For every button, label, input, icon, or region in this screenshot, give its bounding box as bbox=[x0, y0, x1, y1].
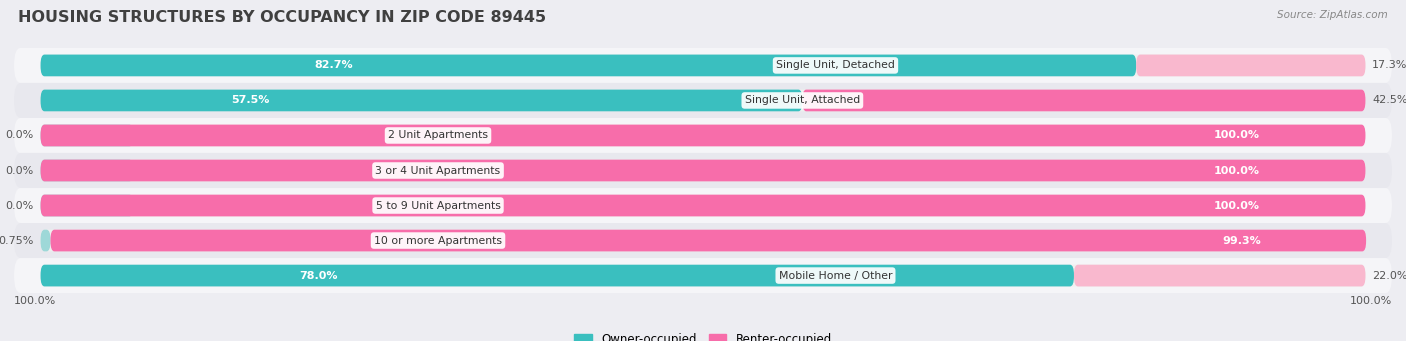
Text: 99.3%: 99.3% bbox=[1222, 236, 1261, 246]
FancyBboxPatch shape bbox=[14, 188, 1392, 223]
FancyBboxPatch shape bbox=[41, 195, 1365, 217]
FancyBboxPatch shape bbox=[14, 83, 1392, 118]
Text: 2 Unit Apartments: 2 Unit Apartments bbox=[388, 131, 488, 140]
FancyBboxPatch shape bbox=[41, 90, 1365, 111]
FancyBboxPatch shape bbox=[41, 90, 803, 111]
FancyBboxPatch shape bbox=[41, 230, 1365, 251]
Text: Source: ZipAtlas.com: Source: ZipAtlas.com bbox=[1277, 10, 1388, 20]
FancyBboxPatch shape bbox=[1074, 265, 1365, 286]
FancyBboxPatch shape bbox=[14, 118, 1392, 153]
Text: 100.0%: 100.0% bbox=[1213, 165, 1260, 176]
FancyBboxPatch shape bbox=[14, 258, 1392, 293]
FancyBboxPatch shape bbox=[41, 265, 1074, 286]
Text: 100.0%: 100.0% bbox=[1213, 201, 1260, 210]
FancyBboxPatch shape bbox=[41, 160, 134, 181]
Text: Single Unit, Attached: Single Unit, Attached bbox=[745, 95, 860, 105]
Text: 22.0%: 22.0% bbox=[1372, 270, 1406, 281]
Text: Single Unit, Detached: Single Unit, Detached bbox=[776, 60, 896, 71]
Text: 78.0%: 78.0% bbox=[299, 270, 337, 281]
Text: 0.0%: 0.0% bbox=[6, 131, 34, 140]
FancyBboxPatch shape bbox=[41, 160, 1365, 181]
Text: 3 or 4 Unit Apartments: 3 or 4 Unit Apartments bbox=[375, 165, 501, 176]
Text: HOUSING STRUCTURES BY OCCUPANCY IN ZIP CODE 89445: HOUSING STRUCTURES BY OCCUPANCY IN ZIP C… bbox=[18, 10, 547, 25]
FancyBboxPatch shape bbox=[41, 195, 1365, 217]
FancyBboxPatch shape bbox=[14, 48, 1392, 83]
FancyBboxPatch shape bbox=[41, 160, 1365, 181]
Text: 5 to 9 Unit Apartments: 5 to 9 Unit Apartments bbox=[375, 201, 501, 210]
Text: 57.5%: 57.5% bbox=[231, 95, 270, 105]
Text: 100.0%: 100.0% bbox=[1350, 296, 1392, 306]
Text: 42.5%: 42.5% bbox=[1372, 95, 1406, 105]
FancyBboxPatch shape bbox=[41, 55, 1136, 76]
Text: 10 or more Apartments: 10 or more Apartments bbox=[374, 236, 502, 246]
Text: 100.0%: 100.0% bbox=[14, 296, 56, 306]
FancyBboxPatch shape bbox=[14, 153, 1392, 188]
FancyBboxPatch shape bbox=[41, 230, 51, 251]
Text: 0.75%: 0.75% bbox=[0, 236, 34, 246]
FancyBboxPatch shape bbox=[41, 195, 134, 217]
Text: 100.0%: 100.0% bbox=[1213, 131, 1260, 140]
FancyBboxPatch shape bbox=[14, 223, 1392, 258]
FancyBboxPatch shape bbox=[803, 90, 1365, 111]
FancyBboxPatch shape bbox=[41, 124, 134, 146]
Legend: Owner-occupied, Renter-occupied: Owner-occupied, Renter-occupied bbox=[569, 329, 837, 341]
Text: 0.0%: 0.0% bbox=[6, 201, 34, 210]
Text: 17.3%: 17.3% bbox=[1372, 60, 1406, 71]
FancyBboxPatch shape bbox=[41, 55, 1365, 76]
FancyBboxPatch shape bbox=[51, 230, 1367, 251]
FancyBboxPatch shape bbox=[1136, 55, 1365, 76]
FancyBboxPatch shape bbox=[41, 124, 1365, 146]
FancyBboxPatch shape bbox=[41, 265, 1365, 286]
Text: 0.0%: 0.0% bbox=[6, 165, 34, 176]
FancyBboxPatch shape bbox=[41, 124, 1365, 146]
Text: Mobile Home / Other: Mobile Home / Other bbox=[779, 270, 893, 281]
Text: 82.7%: 82.7% bbox=[315, 60, 353, 71]
